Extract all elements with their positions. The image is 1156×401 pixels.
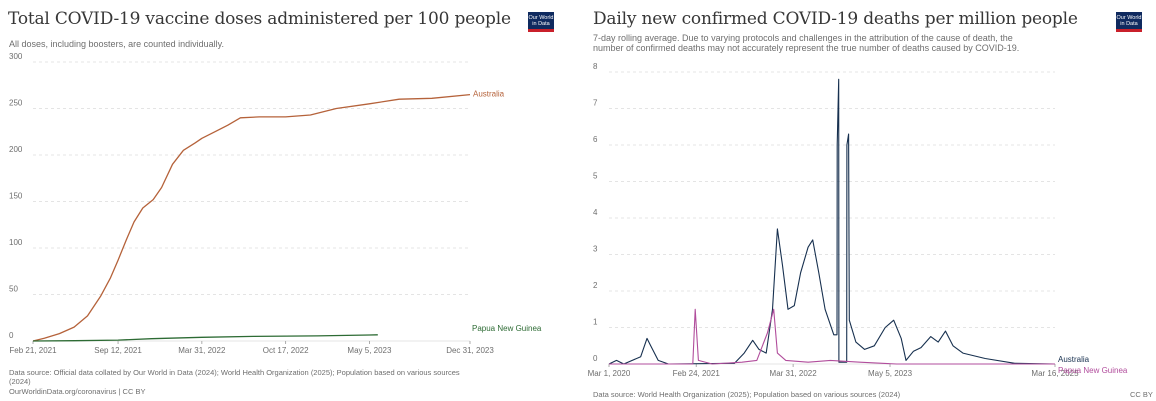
series-label: Papua New Guinea (1058, 366, 1128, 375)
x-tick-label: Oct 17, 2022 (263, 346, 309, 355)
x-tick-label: Mar 16, 2025 (1031, 369, 1079, 378)
data-source-year: (2024) (9, 377, 31, 386)
series-line (609, 308, 1055, 365)
chart-subtitle-line2: number of confirmed deaths may not accur… (593, 43, 1020, 53)
x-tick-label: Dec 31, 2023 (446, 346, 494, 355)
x-tick-label: Mar 31, 2022 (178, 346, 226, 355)
y-tick-label: 6 (593, 135, 598, 144)
license[interactable]: CC BY (1130, 390, 1153, 399)
covid-deaths-chart: 0 1 2 3 4 5 6 7 8 Mar 1, 2020 Feb 24, 2021 Mar 31, … (588, 62, 1128, 378)
y-tick-label: 50 (9, 285, 18, 294)
y-tick-label: 0 (593, 354, 598, 363)
y-tick-label: 5 (593, 172, 598, 181)
y-tick-label: 1 (593, 318, 598, 327)
vaccine-doses-panel: Total COVID-19 vaccine doses administere… (0, 0, 560, 401)
x-tick-label: Sep 12, 2021 (94, 346, 142, 355)
data-source: Data source: Official data collated by O… (9, 368, 460, 377)
series-label: Australia (1058, 355, 1090, 364)
y-tick-label: 7 (593, 99, 598, 108)
covid-deaths-panel: Daily new confirmed COVID-19 deaths per … (585, 0, 1156, 401)
y-tick-label: 3 (593, 245, 598, 254)
data-source: Data source: World Health Organization (… (593, 390, 901, 399)
y-tick-label: 150 (9, 192, 23, 201)
chart-title: Daily new confirmed COVID-19 deaths per … (593, 9, 1078, 29)
x-tick-label: May 5, 2023 (347, 346, 392, 355)
x-tick-label: Mar 31, 2022 (770, 369, 818, 378)
series-label: Australia (473, 90, 505, 99)
chart-subtitle-line1: 7-day rolling average. Due to varying pr… (593, 33, 1013, 43)
owid-logo[interactable]: Our World in Data (528, 12, 554, 32)
series-label: Papua New Guinea (472, 324, 542, 333)
source-link[interactable]: OurWorldinData.org/coronavirus | CC BY (9, 387, 146, 396)
x-tick-label: May 5, 2023 (868, 369, 913, 378)
y-tick-label: 250 (9, 99, 23, 108)
series-line (32, 93, 471, 342)
y-tick-label: 2 (593, 281, 598, 290)
y-tick-label: 0 (9, 331, 14, 340)
series-line (608, 78, 1056, 365)
x-tick-label: Feb 24, 2021 (673, 369, 721, 378)
series-line (32, 334, 378, 342)
y-tick-label: 4 (593, 208, 598, 217)
owid-logo[interactable]: Our World in Data (1116, 12, 1142, 32)
y-tick-label: 100 (9, 238, 23, 247)
vaccine-doses-chart: 0 50 100 150 200 250 300 Feb 21, 2021 Sep 12, 20… (9, 52, 542, 355)
x-tick-label: Feb 21, 2021 (9, 346, 57, 355)
y-tick-label: 8 (593, 62, 598, 71)
x-tick-label: Mar 1, 2020 (588, 369, 631, 378)
chart-title: Total COVID-19 vaccine doses administere… (8, 9, 511, 29)
y-tick-label: 300 (9, 52, 23, 61)
y-tick-label: 200 (9, 145, 23, 154)
chart-subtitle: All doses, including boosters, are count… (9, 39, 224, 49)
